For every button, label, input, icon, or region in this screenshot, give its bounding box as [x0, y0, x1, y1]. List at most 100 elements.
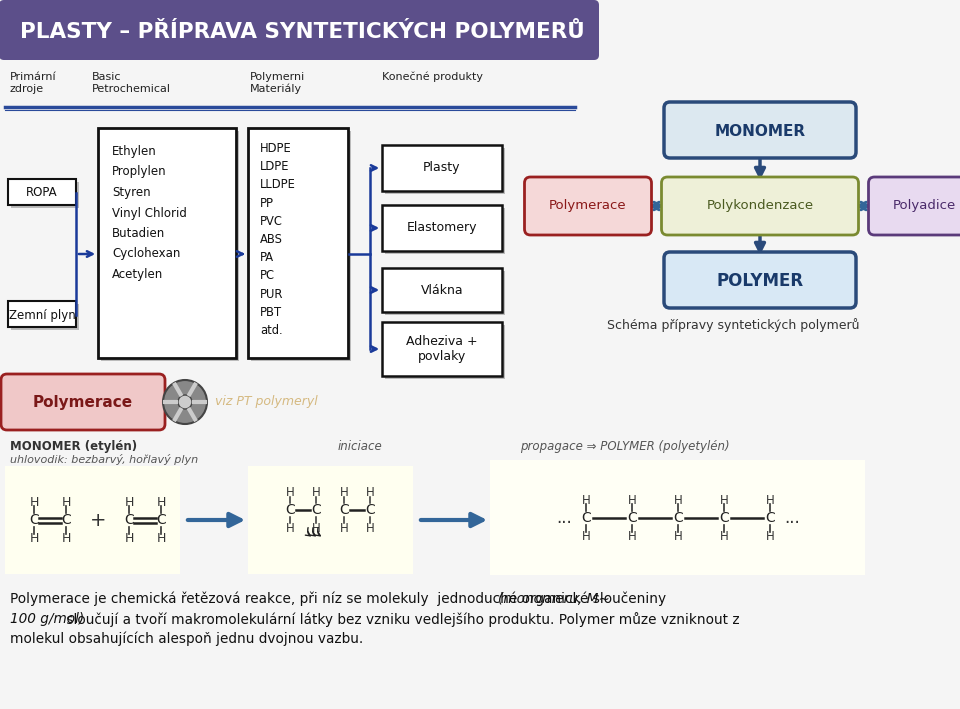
- Text: Plasty: Plasty: [423, 162, 461, 174]
- Text: ...: ...: [556, 509, 572, 527]
- Text: propagace ⇒ POLYMER (polyetylén): propagace ⇒ POLYMER (polyetylén): [520, 440, 730, 453]
- Text: H: H: [582, 530, 590, 542]
- Text: sloučují a tvoří makromolekulární látky bez vzniku vedlejšího produktu. Polymer : sloučují a tvoří makromolekulární látky …: [62, 612, 740, 627]
- Text: H: H: [312, 522, 321, 535]
- FancyBboxPatch shape: [385, 325, 505, 379]
- Text: MONOMER (etylén): MONOMER (etylén): [10, 440, 137, 453]
- Text: H: H: [340, 522, 348, 535]
- Text: H: H: [124, 496, 133, 508]
- Text: Polymerace: Polymerace: [33, 396, 133, 411]
- Text: H: H: [30, 496, 38, 508]
- FancyBboxPatch shape: [8, 301, 76, 327]
- Text: H: H: [720, 530, 729, 542]
- Text: C: C: [627, 511, 636, 525]
- Text: H: H: [366, 522, 374, 535]
- FancyBboxPatch shape: [385, 271, 505, 315]
- Text: (monomeru, M∼: (monomeru, M∼: [498, 592, 610, 606]
- FancyBboxPatch shape: [5, 466, 180, 574]
- FancyBboxPatch shape: [385, 208, 505, 254]
- Text: Polykondenzace: Polykondenzace: [707, 199, 813, 213]
- Text: Ethylen
Proplylen
Styren
Vinyl Chlorid
Butadien
Cyclohexan
Acetylen: Ethylen Proplylen Styren Vinyl Chlorid B…: [112, 145, 187, 281]
- Text: H: H: [340, 486, 348, 500]
- FancyBboxPatch shape: [11, 182, 79, 208]
- FancyBboxPatch shape: [490, 460, 865, 575]
- FancyBboxPatch shape: [251, 131, 351, 361]
- Text: molekul obsahujících alespoň jednu dvojnou vazbu.: molekul obsahujících alespoň jednu dvojn…: [10, 632, 363, 647]
- Text: C: C: [285, 503, 295, 517]
- Text: C: C: [61, 513, 71, 527]
- Text: Polymerace: Polymerace: [549, 199, 627, 213]
- Text: H: H: [286, 486, 295, 500]
- Text: Basic
Petrochemical: Basic Petrochemical: [92, 72, 171, 94]
- Text: H: H: [30, 532, 38, 545]
- Text: H: H: [720, 493, 729, 506]
- Text: Schéma přípravy syntetických polymerů: Schéma přípravy syntetických polymerů: [607, 318, 859, 332]
- Text: Vlákna: Vlákna: [420, 284, 464, 296]
- Text: C: C: [124, 513, 133, 527]
- Text: H: H: [312, 486, 321, 500]
- Text: POLYMER: POLYMER: [716, 272, 804, 290]
- Text: H: H: [286, 522, 295, 535]
- Text: H: H: [156, 532, 166, 545]
- Text: H: H: [366, 486, 374, 500]
- FancyBboxPatch shape: [248, 466, 413, 574]
- Text: HDPE
LDPE
LLDPE
PP
PVC
ABS
PA
PC
PUR
PBT
atd.: HDPE LDPE LLDPE PP PVC ABS PA PC PUR PBT…: [260, 142, 296, 337]
- Text: C: C: [365, 503, 374, 517]
- FancyBboxPatch shape: [8, 179, 76, 205]
- Text: C: C: [29, 513, 38, 527]
- FancyBboxPatch shape: [385, 148, 505, 194]
- FancyBboxPatch shape: [98, 128, 236, 358]
- FancyBboxPatch shape: [664, 102, 856, 158]
- Text: H: H: [628, 530, 636, 542]
- FancyBboxPatch shape: [382, 205, 502, 251]
- Text: Polyadice: Polyadice: [893, 199, 956, 213]
- Text: H: H: [628, 493, 636, 506]
- FancyBboxPatch shape: [664, 252, 856, 308]
- FancyBboxPatch shape: [11, 304, 79, 330]
- FancyBboxPatch shape: [661, 177, 858, 235]
- FancyBboxPatch shape: [248, 128, 348, 358]
- Text: iniciace: iniciace: [338, 440, 383, 453]
- FancyBboxPatch shape: [524, 177, 652, 235]
- Text: Konečné produkty: Konečné produkty: [382, 72, 483, 82]
- Text: H: H: [674, 493, 683, 506]
- FancyBboxPatch shape: [382, 322, 502, 376]
- Text: 100 g/mol): 100 g/mol): [10, 612, 84, 626]
- Text: MONOMER: MONOMER: [714, 123, 805, 138]
- FancyBboxPatch shape: [1, 374, 165, 430]
- Text: ROPA: ROPA: [26, 186, 58, 199]
- Text: H: H: [61, 496, 71, 508]
- Text: Polymerni
Materiály: Polymerni Materiály: [250, 72, 305, 94]
- FancyBboxPatch shape: [0, 0, 599, 60]
- Text: H: H: [61, 532, 71, 545]
- Text: C: C: [719, 511, 729, 525]
- Circle shape: [178, 395, 192, 409]
- FancyBboxPatch shape: [869, 177, 960, 235]
- Text: H: H: [674, 530, 683, 542]
- Text: C: C: [311, 503, 321, 517]
- Text: C: C: [673, 511, 683, 525]
- Text: PLASTY – PŘÍPRAVA SYNTETICKÝCH POLYMERŮ: PLASTY – PŘÍPRAVA SYNTETICKÝCH POLYMERŮ: [20, 22, 585, 42]
- FancyBboxPatch shape: [382, 145, 502, 191]
- Text: Polymerace je chemická řetězová reakce, při níz se molekuly  jednoduché organick: Polymerace je chemická řetězová reakce, …: [10, 592, 670, 606]
- Text: C: C: [581, 511, 590, 525]
- Text: H: H: [124, 532, 133, 545]
- Text: C: C: [339, 503, 348, 517]
- FancyBboxPatch shape: [101, 131, 239, 361]
- FancyBboxPatch shape: [382, 268, 502, 312]
- Text: Adheziva +
povlaky: Adheziva + povlaky: [406, 335, 478, 363]
- Text: H: H: [766, 530, 775, 542]
- Circle shape: [163, 380, 207, 424]
- Text: H: H: [156, 496, 166, 508]
- Text: H: H: [582, 493, 590, 506]
- Text: H: H: [766, 493, 775, 506]
- Text: Elastomery: Elastomery: [407, 221, 477, 235]
- Text: +: +: [89, 510, 107, 530]
- Text: Zemní plyn: Zemní plyn: [9, 308, 76, 321]
- Text: C: C: [765, 511, 775, 525]
- Text: ...: ...: [784, 509, 800, 527]
- Text: Primární
zdroje: Primární zdroje: [10, 72, 57, 94]
- Text: uhlovodik: bezbarvý, hořlavý plyn: uhlovodik: bezbarvý, hořlavý plyn: [10, 454, 198, 465]
- Text: viz PT polymeryl: viz PT polymeryl: [215, 396, 318, 408]
- Text: C: C: [156, 513, 166, 527]
